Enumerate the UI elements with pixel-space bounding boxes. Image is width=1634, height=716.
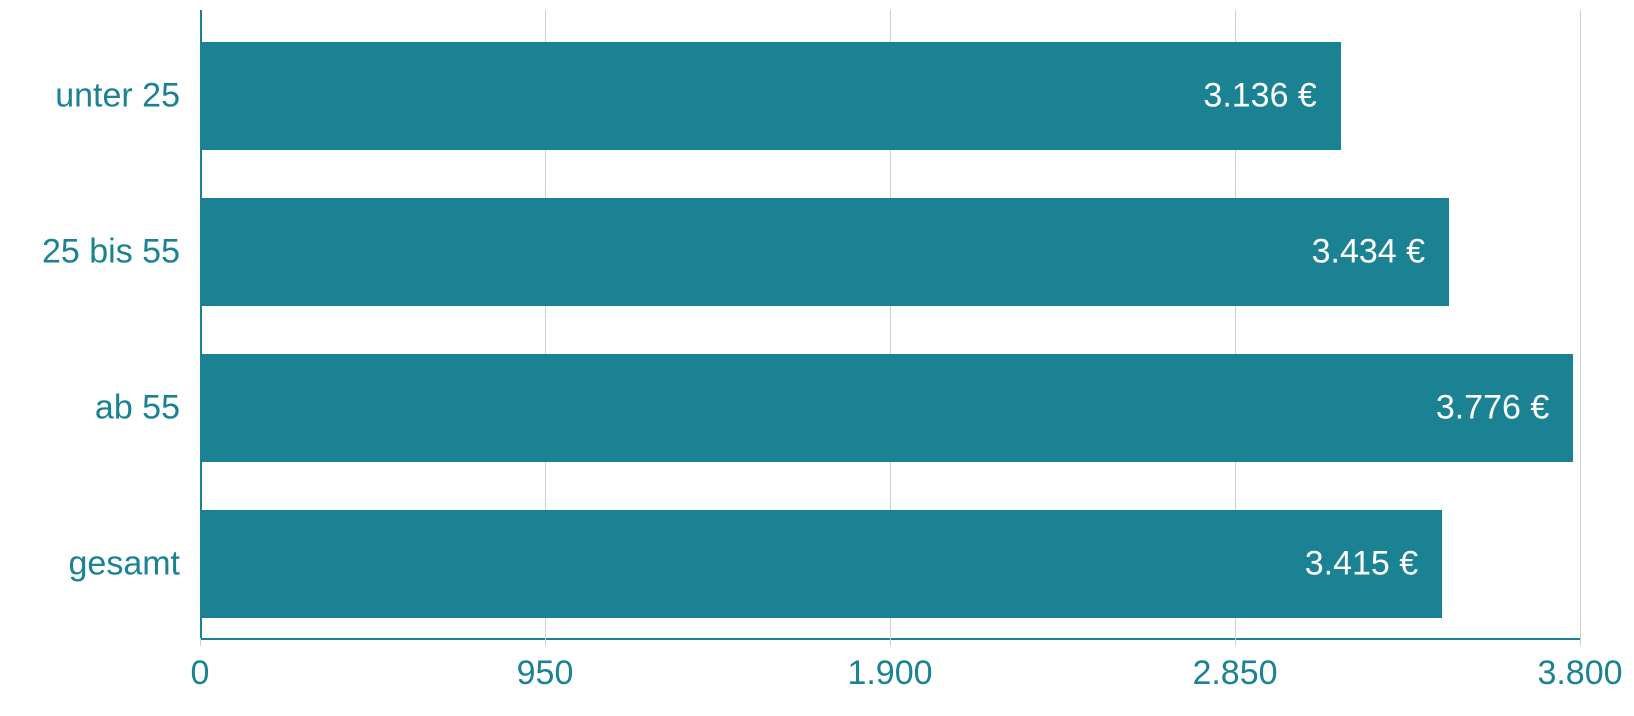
bar-value-label: 3.136 € — [1203, 77, 1316, 116]
bar-value-label: 3.415 € — [1305, 545, 1418, 584]
x-tick-label: 0 — [191, 654, 210, 693]
x-tick-label: 2.850 — [1192, 654, 1277, 693]
y-category-label: ab 55 — [0, 389, 180, 428]
x-tick-label: 950 — [517, 654, 574, 693]
x-tick-label: 3.800 — [1537, 654, 1622, 693]
y-category-label: gesamt — [0, 545, 180, 584]
bar: 3.434 € — [202, 198, 1449, 306]
bar: 3.776 € — [202, 354, 1573, 462]
bar: 3.136 € — [202, 42, 1341, 150]
x-tick-mark — [1580, 638, 1581, 646]
x-tick-mark — [545, 638, 546, 646]
x-tick-label: 1.900 — [847, 654, 932, 693]
bar: 3.415 € — [202, 510, 1442, 618]
bar-value-label: 3.776 € — [1436, 389, 1549, 428]
chart-container: 0 950 1.900 2.850 3.800 unter 25 25 bis 55 ab … — [0, 0, 1634, 716]
x-tick-mark — [1235, 638, 1236, 646]
y-category-label: unter 25 — [0, 77, 180, 116]
y-category-label: 25 bis 55 — [0, 233, 180, 272]
bar-value-label: 3.434 € — [1312, 233, 1425, 272]
x-tick-mark — [890, 638, 891, 646]
gridline — [1580, 10, 1581, 638]
x-tick-mark — [200, 638, 201, 646]
